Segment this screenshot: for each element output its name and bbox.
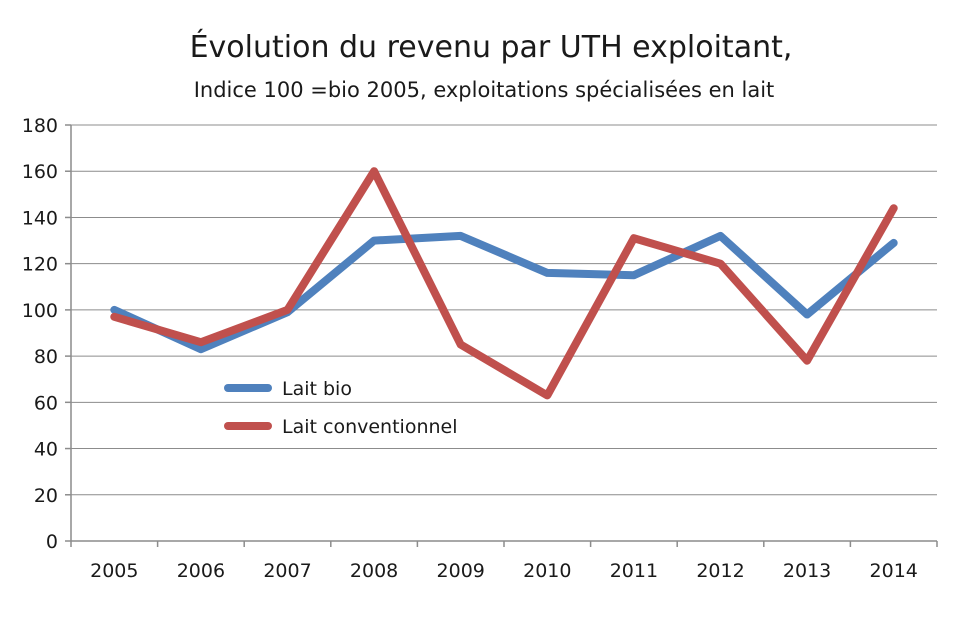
x-tick-label: 2007: [263, 560, 311, 582]
y-tick-label: 160: [22, 161, 58, 183]
x-tick-label: 2013: [783, 560, 831, 582]
series-line-lait-conventionnel: [110, 167, 898, 400]
series-lines: [110, 167, 898, 400]
chart-title: Évolution du revenu par UTH exploitant,: [190, 29, 793, 65]
y-tick-label: 100: [22, 300, 58, 322]
y-tick-label: 140: [22, 207, 58, 229]
y-tick-label: 120: [22, 254, 58, 276]
y-axis-tick-labels: 0 20 40 60 80 100 120 140 160 180: [22, 115, 58, 553]
y-tick-label: 0: [46, 531, 58, 553]
y-tick-label: 40: [34, 439, 58, 461]
x-tick-label: 2010: [523, 560, 571, 582]
x-tick-label: 2005: [90, 560, 138, 582]
x-tick-label: 2006: [177, 560, 225, 582]
x-tick-label: 2011: [610, 560, 658, 582]
chart-subtitle: Indice 100 =bio 2005, exploitations spéc…: [194, 78, 775, 102]
axes: [65, 124, 938, 547]
x-tick-label: 2012: [696, 560, 744, 582]
y-tick-label: 180: [22, 115, 58, 137]
legend: Lait bio Lait conventionnel: [224, 378, 458, 438]
x-tick-label: 2014: [870, 560, 918, 582]
x-axis-tick-labels: 2005 2006 2007 2008 2009 2010 2011 2012 2013 2014: [90, 560, 918, 582]
y-tick-label: 60: [34, 392, 58, 414]
y-tick-label: 80: [34, 346, 58, 368]
legend-label-lait-bio: Lait bio: [282, 378, 352, 400]
y-tick-label: 20: [34, 485, 58, 507]
x-tick-label: 2008: [350, 560, 398, 582]
legend-label-lait-conventionnel: Lait conventionnel: [282, 416, 458, 438]
series-line-lait-bio: [110, 231, 898, 354]
x-tick-label: 2009: [437, 560, 485, 582]
gridlines: [71, 124, 937, 496]
